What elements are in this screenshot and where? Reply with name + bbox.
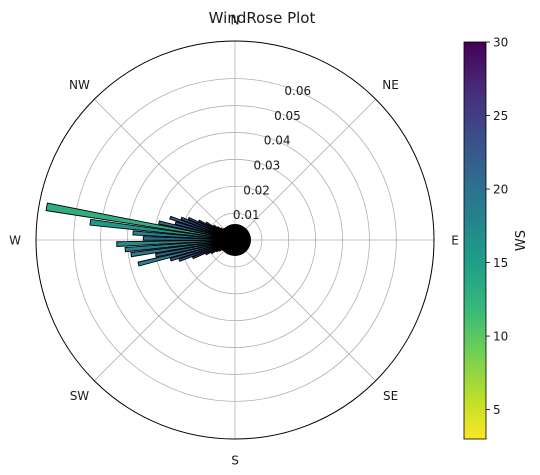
windrose-bar-8 <box>137 240 231 267</box>
direction-label-ne: NE <box>382 78 399 92</box>
radial-tick-label-4: 0.05 <box>274 109 301 123</box>
colorbar-tick-label-1: 10 <box>493 330 508 344</box>
direction-label-e: E <box>451 234 459 248</box>
spoke-ne <box>234 99 376 241</box>
windrose-bar-0 <box>45 202 231 240</box>
spoke-se <box>234 239 376 381</box>
windrose-bar-2 <box>132 230 231 241</box>
radial-tick-label-1: 0.02 <box>243 183 270 197</box>
windrose-bar-18 <box>169 215 231 239</box>
colorbar-tick-label-5: 30 <box>493 36 508 50</box>
colorbar-tick-label-2: 15 <box>493 256 508 270</box>
polar-grid <box>35 40 435 440</box>
direction-label-s: S <box>231 454 239 468</box>
windrose-bar-7 <box>154 240 231 258</box>
spoke-nw <box>94 99 236 241</box>
direction-label-se: SE <box>383 389 398 403</box>
colorbar-tick-label-0: 5 <box>493 403 501 417</box>
colorbar-tick-label-3: 20 <box>493 183 508 197</box>
windrose-bar-4 <box>116 239 231 247</box>
colorbar: 5 10 15 20 25 30 WS <box>463 36 529 440</box>
windrose-bar-6 <box>130 240 231 258</box>
calm-center <box>219 224 251 256</box>
windrose-bar-5 <box>124 239 231 253</box>
radial-tick-label-2: 0.03 <box>254 158 281 172</box>
windrose-bar-16 <box>158 220 231 240</box>
direction-label-n: N <box>231 14 240 28</box>
polar-frame <box>35 40 435 440</box>
colorbar-tick-label-4: 25 <box>493 109 508 123</box>
windrose-bar-9 <box>169 240 231 262</box>
windrose-bar-3 <box>142 236 231 241</box>
colorbar-gradient <box>463 41 487 440</box>
direction-labels: N NE E SE S SW W NW <box>9 14 459 468</box>
chart-title: WindRose Plot <box>209 9 316 27</box>
radial-tick-label-3: 0.04 <box>264 134 291 148</box>
spoke-sw <box>94 239 236 381</box>
direction-label-nw: NW <box>69 78 90 92</box>
direction-label-sw: SW <box>70 389 90 403</box>
colorbar-ticks: 5 10 15 20 25 30 <box>486 36 508 417</box>
radial-tick-label-5: 0.06 <box>284 84 311 98</box>
radial-tick-labels: 0.01 0.02 0.03 0.04 0.05 0.06 <box>233 84 311 222</box>
windrose-bar-1 <box>89 218 231 240</box>
direction-label-w: W <box>9 234 21 248</box>
windrose-bars <box>45 202 251 267</box>
radial-tick-label-0: 0.01 <box>233 208 260 222</box>
colorbar-label: WS <box>514 230 529 251</box>
